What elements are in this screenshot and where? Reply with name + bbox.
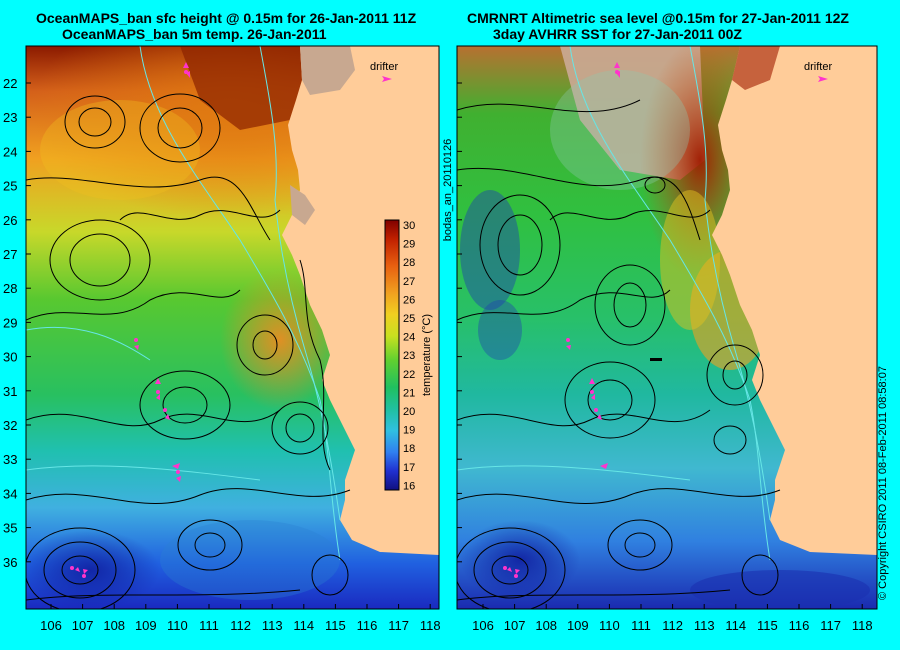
left-drifter-icon [382, 76, 392, 82]
left-drifter-tracks [70, 62, 190, 578]
longitude-tick-label: 107 [504, 618, 526, 633]
latitude-tick-label: 33 [3, 452, 17, 467]
longitude-tick-label: 106 [472, 618, 494, 633]
colorbar-tick-label: 22 [403, 369, 415, 381]
left-title-line1: OceanMAPS_ban sfc height @ 0.15m for 26-… [36, 10, 417, 26]
longitude-tick-label: 116 [789, 618, 810, 633]
longitude-tick-label: 110 [599, 618, 620, 633]
longitude-tick-label: 113 [694, 618, 715, 633]
left-drifter-legend: drifter [370, 61, 398, 82]
left-drifter-label: drifter [370, 61, 398, 73]
longitude-tick-label: 107 [72, 618, 94, 633]
colorbar-tick-labels: 30 29 28 27 26 25 24 23 22 21 20 19 18 17 16 [403, 220, 415, 492]
colorbar-tick-label: 27 [403, 276, 415, 288]
colorbar-tick-label: 19 [403, 425, 415, 437]
longitude-tick-label: 115 [757, 618, 778, 633]
right-land [712, 46, 877, 555]
colorbar-tick-label: 23 [403, 350, 415, 362]
longitude-tick-label: 109 [567, 618, 589, 633]
longitude-tick-label: 108 [535, 618, 557, 633]
latitude-tick-label: 24 [3, 144, 17, 159]
right-drifter-icon [818, 76, 828, 82]
latitude-tick-label: 27 [3, 247, 17, 262]
colorbar-tick-label: 17 [403, 462, 415, 474]
latitude-tick-label: 29 [3, 315, 17, 330]
longitude-tick-label: 106 [40, 618, 62, 633]
latitude-tick-label: 30 [3, 350, 17, 365]
longitude-tick-label: 111 [631, 618, 651, 633]
left-title-line2: OceanMAPS_ban 5m temp. 26-Jan-2011 [62, 26, 327, 42]
left-contours [26, 93, 351, 609]
longitude-tick-label: 114 [725, 618, 746, 633]
right-drifter-legend: drifter [804, 61, 832, 82]
longitude-tick-label: 108 [103, 618, 125, 633]
right-map-panel [457, 46, 877, 609]
longitude-tick-label: 118 [420, 618, 441, 633]
colorbar-tick-label: 20 [403, 406, 415, 418]
colorbar-tick-label: 16 [403, 480, 415, 492]
longitude-tick-label: 112 [230, 618, 251, 633]
longitude-tick-label: 115 [325, 618, 346, 633]
left-longitude-tick-labels: 106 107 108 109 110 111 112 113 114 115 116 117 118 [40, 604, 441, 633]
right-drifter-tracks [503, 62, 620, 578]
latitude-tick-label: 31 [3, 384, 17, 399]
longitude-tick-label: 109 [135, 618, 157, 633]
colorbar-scale [384, 219, 400, 491]
right-title-line1: CMRNRT Altimetric sea level @0.15m for 2… [467, 10, 849, 26]
right-drifter-label: drifter [804, 61, 832, 73]
colorbar-label: temperature (°C) [421, 314, 433, 396]
colorbar-tick-label: 26 [403, 294, 415, 306]
colorbar-tick-label: 29 [403, 239, 415, 251]
right-contours [457, 99, 781, 609]
latitude-tick-label: 26 [3, 213, 17, 228]
longitude-tick-label: 114 [293, 618, 314, 633]
left-land [282, 46, 439, 609]
latitude-tick-label: 32 [3, 418, 17, 433]
colorbar-tick-label: 18 [403, 443, 415, 455]
right-longitude-tick-labels: 106 107 108 109 110 111 112 113 114 115 116 117 118 [472, 604, 873, 633]
latitude-tick-label: 36 [3, 555, 17, 570]
colorbar-tick-label: 21 [403, 387, 415, 399]
latitude-tick-label: 25 [3, 179, 17, 194]
left-map-panel [26, 46, 439, 609]
longitude-tick-label: 110 [167, 618, 188, 633]
longitude-tick-label: 117 [388, 618, 409, 633]
latitude-tick-label: 34 [3, 486, 17, 501]
colorbar: 30 29 28 27 26 25 24 23 22 21 20 19 18 17 16 temperatu… [384, 219, 433, 492]
right-title-line2: 3day AVHRR SST for 27-Jan-2011 00Z [493, 26, 742, 42]
side-label: bodas_an_20110126 [442, 139, 454, 242]
longitude-tick-label: 118 [852, 618, 873, 633]
colorbar-tick-label: 25 [403, 313, 415, 325]
latitude-tick-label: 22 [3, 76, 17, 91]
latitude-tick-label: 23 [3, 110, 17, 125]
longitude-tick-label: 111 [199, 618, 219, 633]
longitude-tick-label: 117 [820, 618, 841, 633]
copyright-text: © Copyright CSIRO 2011 08-Feb-2011 08:58… [877, 366, 889, 600]
colorbar-tick-label: 24 [403, 332, 415, 344]
latitude-tick-label: 35 [3, 521, 17, 536]
latitude-tick-label: 28 [3, 281, 17, 296]
longitude-tick-label: 113 [262, 618, 283, 633]
colorbar-tick-label: 30 [403, 220, 415, 232]
longitude-tick-label: 112 [662, 618, 683, 633]
latitude-tick-labels: 22 23 24 25 26 27 28 29 30 31 32 33 34 35 36 [3, 76, 462, 570]
colorbar-tick-label: 28 [403, 257, 415, 269]
longitude-tick-label: 116 [357, 618, 378, 633]
